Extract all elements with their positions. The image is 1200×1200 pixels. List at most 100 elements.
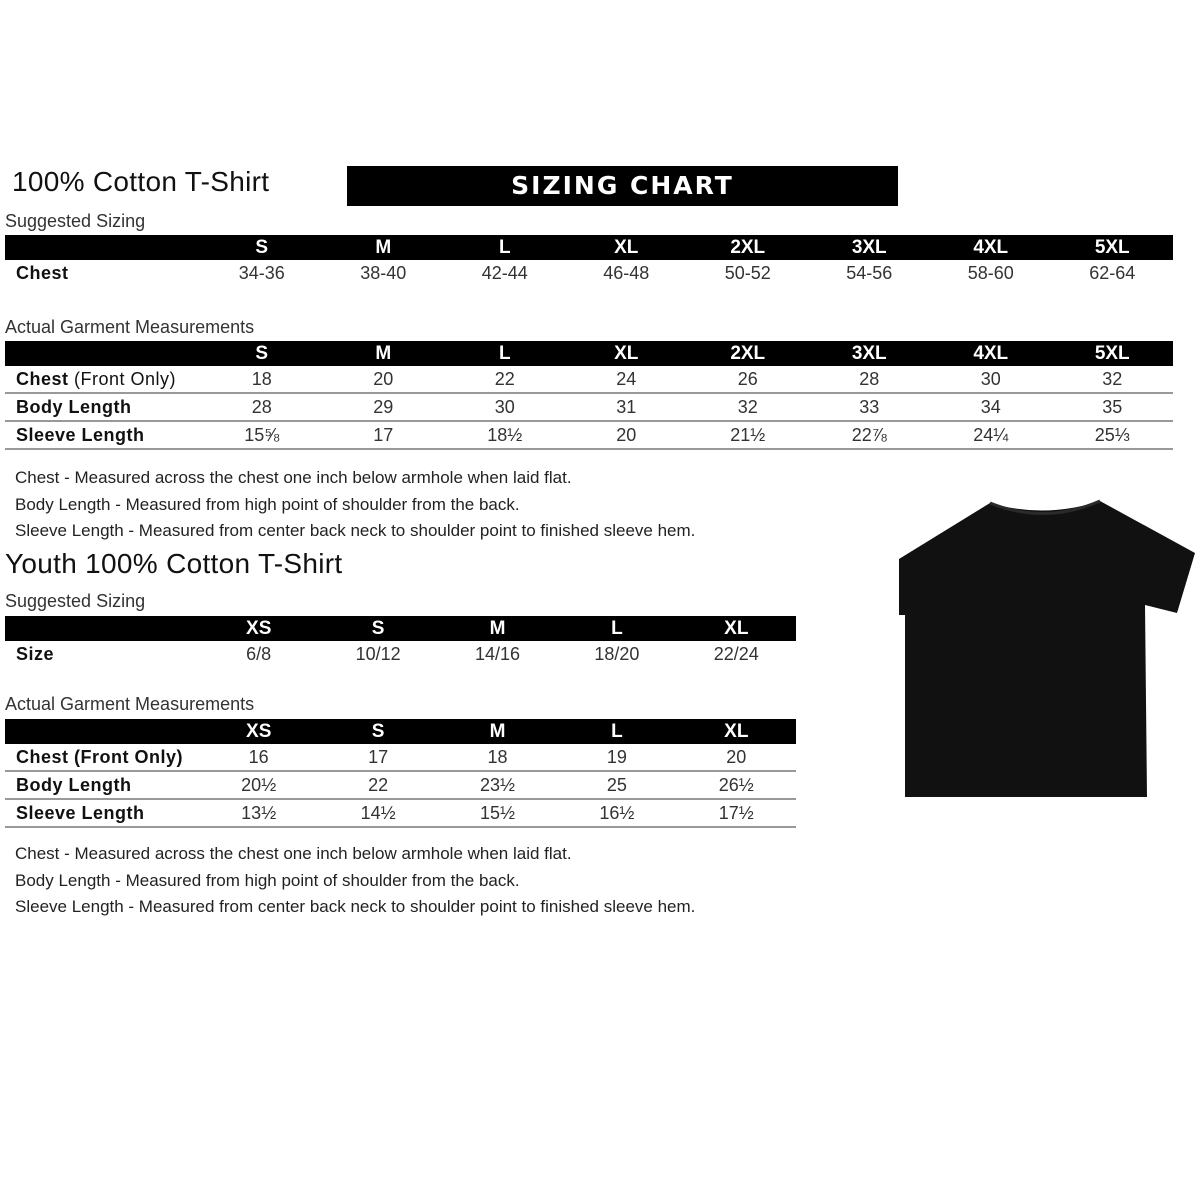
- size-header: L: [557, 719, 677, 744]
- cell-value: 16: [199, 744, 319, 772]
- cell-value: 18/20: [594, 643, 640, 664]
- cell-value: 33: [808, 393, 930, 422]
- cell-value: 29: [322, 393, 444, 422]
- cell-value: 26½: [676, 771, 796, 800]
- size-header: XS: [199, 719, 319, 744]
- youth-actual-label: Actual Garment Measurements: [5, 694, 255, 714]
- cell-value: 18: [437, 744, 558, 772]
- cell-value: 38-40: [360, 262, 407, 283]
- cell-value: 16½: [557, 799, 677, 828]
- cell-value: 42-44: [481, 262, 528, 283]
- cell-value: 10/12: [355, 643, 401, 664]
- cell-value: 13½: [199, 799, 319, 828]
- header-row: S M L XL 2XL 3XL 4XL 5XL: [5, 341, 1173, 366]
- table-row: Chest 34-36 38-40 42-44 46-48 50-52 54-56 58-60…: [5, 260, 1173, 286]
- cell-value: 17: [318, 744, 438, 772]
- adult-title: 100% Cotton T-Shirt: [12, 166, 270, 197]
- size-header: 3XL: [808, 235, 930, 260]
- cell-value: 24: [565, 366, 687, 394]
- cell-value: 21½: [687, 421, 809, 450]
- size-header: 4XL: [930, 341, 1052, 366]
- cell-value: 17½: [676, 799, 796, 828]
- row-label-note: (Front Only): [68, 368, 177, 389]
- header-row: S M L XL 2XL 3XL 4XL 5XL: [5, 235, 1173, 260]
- cell-value: 34: [930, 393, 1052, 422]
- size-header: S: [201, 341, 323, 366]
- cell-value: 32: [687, 393, 809, 422]
- cell-value: 18½: [444, 421, 566, 450]
- cell-value: 35: [1051, 393, 1173, 422]
- youth-title: Youth 100% Cotton T-Shirt: [5, 548, 343, 579]
- adult-notes: Chest - Measured across the chest one in…: [15, 465, 695, 545]
- cell-value: 18: [201, 366, 323, 394]
- table-row: Sleeve Length 13½ 14½ 15½ 16½ 17½: [5, 799, 796, 828]
- adult-actual-label: Actual Garment Measurements: [5, 317, 255, 337]
- size-header: S: [201, 235, 323, 260]
- header-row: XS S M L XL: [5, 719, 796, 744]
- cell-value: 62-64: [1089, 262, 1136, 283]
- row-label: Sleeve Length: [16, 802, 145, 823]
- note-chest: Chest - Measured across the chest one in…: [15, 468, 572, 487]
- cell-value: 46-48: [603, 262, 650, 283]
- size-header: 5XL: [1051, 341, 1173, 366]
- size-header: 5XL: [1051, 235, 1173, 260]
- size-header: S: [318, 616, 438, 641]
- cell-value: 54-56: [846, 262, 893, 283]
- row-label: Chest: [16, 368, 69, 389]
- adult-actual-table: S M L XL 2XL 3XL 4XL 5XL Chest (Front Only) 18 20 2…: [5, 341, 1173, 450]
- cell-value: 14½: [318, 799, 438, 828]
- table-row: Body Length 28 29 30 31 32 33 34 35: [5, 393, 1173, 422]
- cell-value: 14/16: [474, 643, 520, 664]
- row-label: Size: [16, 643, 55, 664]
- cell-value: 22/24: [713, 643, 759, 664]
- youth-suggested-table: XS S M L XL Size 6/8 10/12 14/16 18/20 22/24: [5, 616, 796, 667]
- note-sleeve-length: Sleeve Length - Measured from center bac…: [15, 897, 696, 916]
- cell-value: 30: [930, 366, 1052, 394]
- cell-value: 22: [318, 771, 438, 800]
- note-chest: Chest - Measured across the chest one in…: [15, 844, 572, 863]
- cell-value: 32: [1051, 366, 1173, 394]
- black-tshirt-icon: [899, 499, 1195, 797]
- cell-value: 20: [565, 421, 687, 450]
- note-body-length: Body Length - Measured from high point o…: [15, 870, 520, 890]
- note-sleeve-length: Sleeve Length - Measured from center bac…: [15, 521, 696, 540]
- cell-value: 24¼: [930, 421, 1052, 450]
- cell-value: 50-52: [724, 262, 771, 283]
- cell-value: 23½: [437, 771, 558, 800]
- header-row: XS S M L XL: [5, 616, 796, 641]
- cell-value: 20: [322, 366, 444, 394]
- cell-value: 25⅓: [1051, 421, 1173, 450]
- cell-value: 6/8: [246, 643, 272, 664]
- cell-value: 22: [444, 366, 566, 394]
- cell-value: 19: [557, 744, 677, 772]
- cell-value: 20½: [199, 771, 319, 800]
- adult-suggested-table: S M L XL 2XL 3XL 4XL 5XL Chest 34-36 38-40 42-44 46-…: [5, 235, 1173, 286]
- cell-value: 31: [565, 393, 687, 422]
- cell-value: 34-36: [238, 262, 285, 283]
- row-label: Chest (Front Only): [16, 746, 183, 767]
- cell-value: 28: [201, 393, 323, 422]
- table-row: Size 6/8 10/12 14/16 18/20 22/24: [5, 641, 796, 667]
- cell-value: 30: [444, 393, 566, 422]
- size-header: L: [557, 616, 677, 641]
- adult-suggested-label: Suggested Sizing: [5, 211, 146, 231]
- row-label: Chest: [16, 262, 69, 283]
- size-header: 2XL: [687, 235, 809, 260]
- youth-notes: Chest - Measured across the chest one in…: [15, 841, 695, 921]
- table-row: Sleeve Length 15⅝ 17 18½ 20 21½ 22⅞ 24¼ 25⅓: [5, 421, 1173, 450]
- size-header: XL: [676, 719, 796, 744]
- table-row: Chest (Front Only) 16 17 18 19 20: [5, 744, 796, 772]
- row-label: Body Length: [16, 774, 132, 795]
- size-header: XL: [565, 235, 687, 260]
- size-header: 4XL: [930, 235, 1052, 260]
- youth-actual-table: XS S M L XL Chest (Front Only) 16 17 18 19 20 Body …: [5, 719, 796, 828]
- size-header: S: [318, 719, 438, 744]
- youth-suggested-label: Suggested Sizing: [5, 591, 146, 611]
- row-label: Sleeve Length: [16, 424, 145, 445]
- note-body-length: Body Length - Measured from high point o…: [15, 494, 520, 514]
- cell-value: 58-60: [967, 262, 1014, 283]
- cell-value: 20: [676, 744, 796, 772]
- size-header: XS: [199, 616, 319, 641]
- cell-value: 26: [687, 366, 809, 394]
- cell-value: 17: [322, 421, 444, 450]
